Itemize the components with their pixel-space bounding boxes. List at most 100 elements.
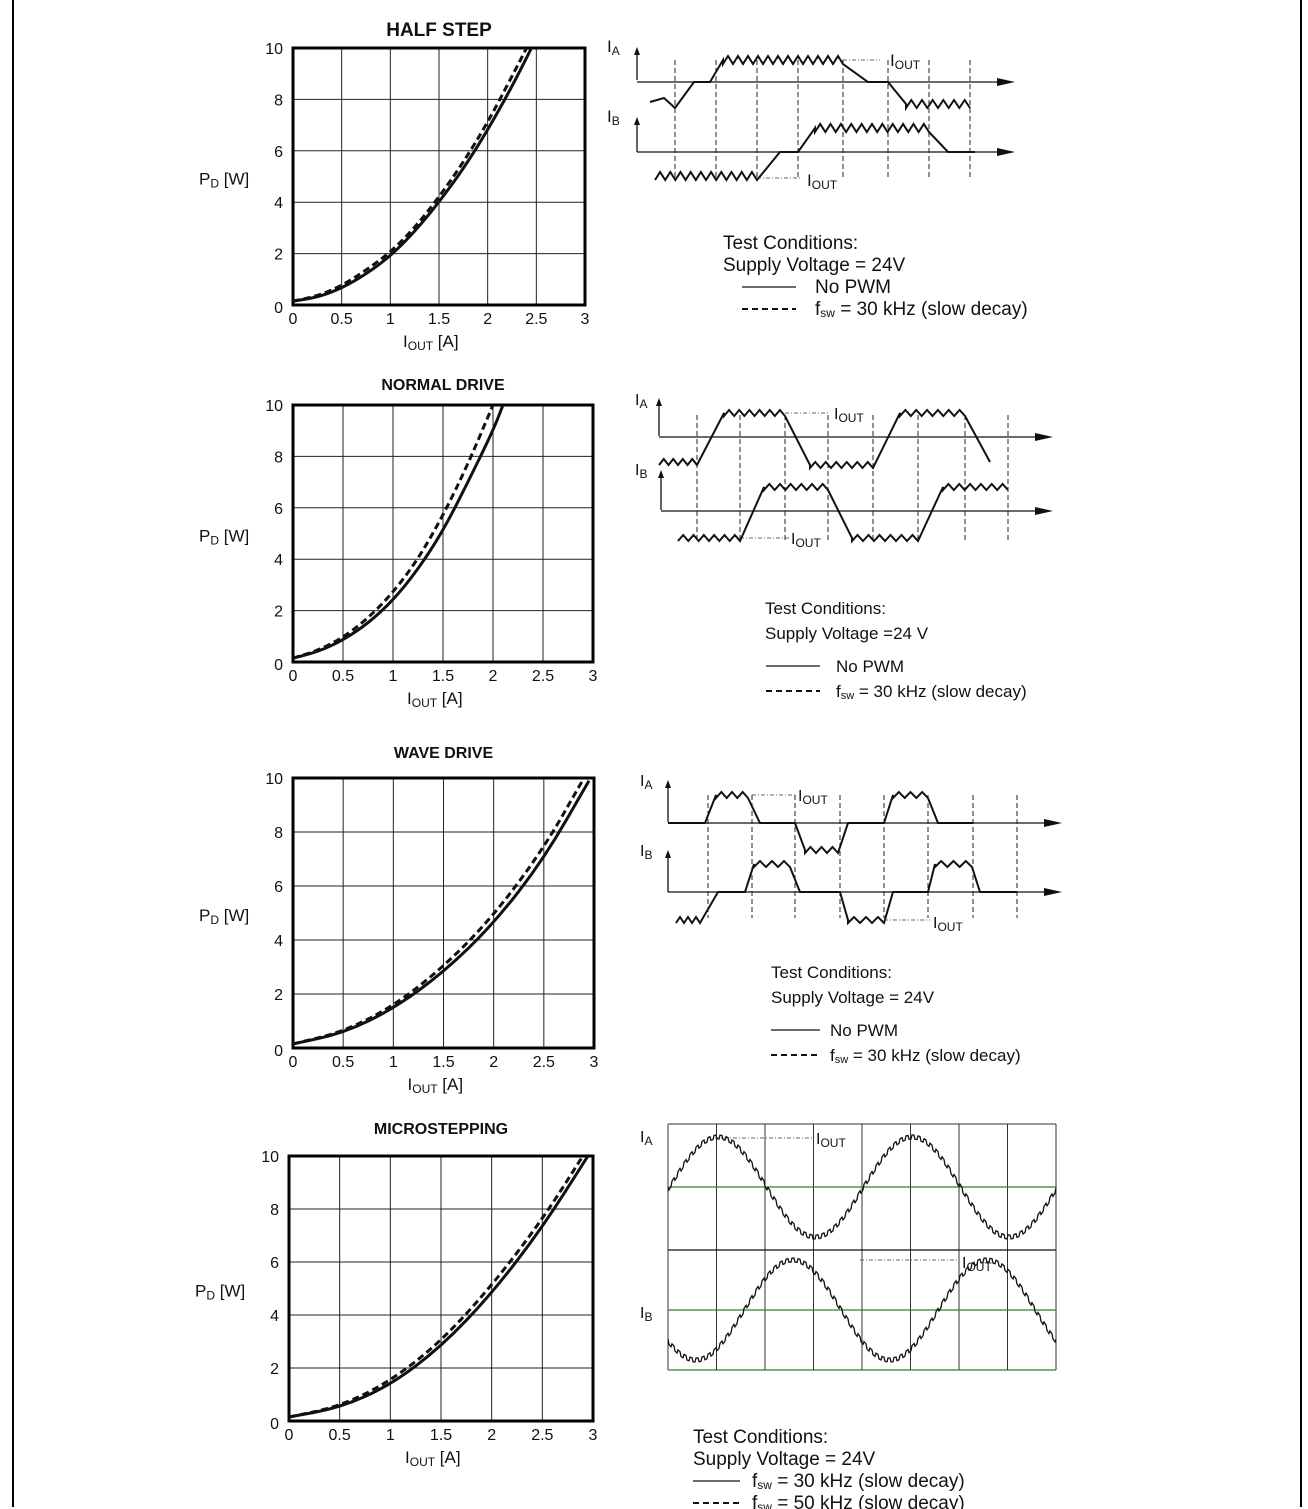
- ib-label: IB: [640, 843, 652, 862]
- y-tick-label: 4: [274, 195, 283, 212]
- chart-3: WAVE DRIVE 0 0.5 1 1.5 2 2.5 3 0 2 4 6 8 10 IOUT [A] PD…: [199, 745, 599, 1096]
- ib-waveform: [654, 122, 975, 182]
- ib-label: IB: [607, 107, 620, 128]
- y-tick-label: 4: [270, 1308, 279, 1325]
- x-tick-label: 1.5: [432, 668, 454, 685]
- y-tick-label: 0: [274, 1043, 283, 1060]
- waveform-half-step: IA IB IOUT IOUT: [607, 37, 1015, 192]
- x-tick-label: 2.5: [531, 1427, 553, 1444]
- test-conditions-heading: Test Conditions:: [771, 963, 892, 982]
- ia-label: IA: [640, 773, 652, 792]
- ia-label: IA: [635, 392, 647, 411]
- x-tick-label: 1.5: [432, 1054, 454, 1071]
- x-tick-label: 3: [589, 1427, 598, 1444]
- ia-label: IA: [607, 37, 620, 58]
- x-tick-label: 2: [489, 668, 498, 685]
- legend-label: No PWM: [815, 277, 891, 298]
- test-conditions-heading: Test Conditions:: [693, 1427, 828, 1448]
- legend-label: fsw = 50 kHz (slow decay): [752, 1493, 965, 1509]
- y-tick-label: 2: [274, 247, 283, 264]
- iout-label: IOUT: [834, 406, 864, 425]
- supply-voltage: Supply Voltage = 24V: [771, 988, 935, 1007]
- x-tick-label: 2.5: [532, 668, 554, 685]
- axis-arrowhead: [634, 117, 640, 125]
- waveform-wave-drive: IA IB IOUT IOUT: [640, 773, 1062, 934]
- ib-label: IB: [640, 1305, 652, 1324]
- test-conditions-heading: Test Conditions:: [723, 233, 858, 254]
- chart-4: MICROSTEPPING 0 0.5 1 1.5 2 2.5 3 0 2 4 6 8 10 IOUT [A…: [195, 1121, 598, 1469]
- series-line-1: [292, 779, 591, 1046]
- y-tick-label: 4: [274, 552, 283, 569]
- chart-title: NORMAL DRIVE: [381, 377, 505, 394]
- ia-waveform: [668, 790, 973, 856]
- x-tick-label: 2: [489, 1054, 498, 1071]
- iout-label: IOUT: [890, 51, 921, 72]
- legend-label: No PWM: [836, 657, 904, 676]
- x-axis-label: IOUT [A]: [403, 332, 459, 353]
- legend-label: No PWM: [830, 1021, 898, 1040]
- x-tick-label: 0: [289, 311, 298, 328]
- x-tick-label: 1: [386, 1427, 395, 1444]
- x-tick-label: 0: [289, 668, 298, 685]
- y-tick-label: 2: [274, 604, 283, 621]
- series-line-2: [292, 777, 586, 1046]
- x-tick-label: 0.5: [332, 668, 354, 685]
- plot-frame: [291, 776, 596, 1050]
- legend-label: fsw = 30 kHz (slow decay): [752, 1471, 965, 1492]
- ib-waveform: [677, 482, 1009, 544]
- axis-arrowhead: [634, 47, 640, 55]
- y-tick-label: 8: [274, 449, 283, 466]
- legend-label: fsw = 30 kHz (slow decay): [815, 299, 1028, 320]
- chart-1: HALF STEP 0 0.5 1 1.5 2 2.5 3 0 2 4 6 8 10 IOUT [A] PD …: [199, 20, 590, 353]
- x-axis-label: IOUT [A]: [407, 689, 463, 710]
- x-tick-label: 2: [487, 1427, 496, 1444]
- axis-arrowhead: [1044, 888, 1062, 896]
- x-tick-label: 2: [483, 311, 492, 328]
- ia-waveform: [658, 408, 991, 471]
- x-axis-label: IOUT [A]: [405, 1448, 461, 1469]
- series-line-1: [292, 404, 505, 660]
- x-tick-label: 1: [386, 311, 395, 328]
- ia-label: IA: [640, 1129, 652, 1148]
- waveform-normal-drive: IA IB IOUT IOUT: [635, 392, 1053, 550]
- y-tick-label: 8: [274, 92, 283, 109]
- y-tick-label: 4: [274, 933, 283, 950]
- series-line-2: [292, 404, 495, 660]
- ib-waveform: [675, 859, 1017, 926]
- ia-waveform: [649, 54, 971, 112]
- x-tick-label: 1: [389, 668, 398, 685]
- x-tick-label: 3: [589, 668, 598, 685]
- axis-arrowhead: [656, 398, 662, 406]
- test-conditions-2: Test Conditions: Supply Voltage =24 V No P…: [765, 599, 1027, 702]
- y-tick-label: 2: [270, 1361, 279, 1378]
- y-axis-label: PD [W]: [195, 1282, 245, 1303]
- supply-voltage: Supply Voltage = 24V: [693, 1449, 876, 1470]
- y-tick-label: 6: [274, 144, 283, 161]
- x-tick-label: 0.5: [332, 1054, 354, 1071]
- y-tick-label: 6: [274, 879, 283, 896]
- chart-title: MICROSTEPPING: [374, 1121, 508, 1138]
- y-tick-label: 6: [270, 1255, 279, 1272]
- y-tick-label: 2: [274, 987, 283, 1004]
- x-tick-label: 0: [285, 1427, 294, 1444]
- supply-voltage: Supply Voltage =24 V: [765, 624, 929, 643]
- test-conditions-4: Test Conditions:Supply Voltage = 24Vfsw …: [693, 1427, 965, 1509]
- y-tick-label: 0: [274, 657, 283, 674]
- axis-arrowhead: [665, 780, 671, 788]
- axis-arrowhead: [665, 850, 671, 858]
- supply-voltage: Supply Voltage = 24V: [723, 255, 906, 276]
- y-tick-label: 8: [270, 1202, 279, 1219]
- series-line-2: [292, 47, 528, 303]
- legend-label: fsw = 30 kHz (slow decay): [830, 1046, 1021, 1066]
- x-tick-label: 1.5: [428, 311, 450, 328]
- axis-arrowhead: [997, 148, 1015, 156]
- y-axis-label: PD [W]: [199, 906, 249, 927]
- axis-arrowhead: [997, 78, 1015, 86]
- x-tick-label: 0.5: [329, 1427, 351, 1444]
- axis-arrowhead: [658, 470, 664, 478]
- x-tick-label: 3: [581, 311, 590, 328]
- iout-label: IOUT: [933, 915, 963, 934]
- y-tick-label: 10: [265, 398, 283, 415]
